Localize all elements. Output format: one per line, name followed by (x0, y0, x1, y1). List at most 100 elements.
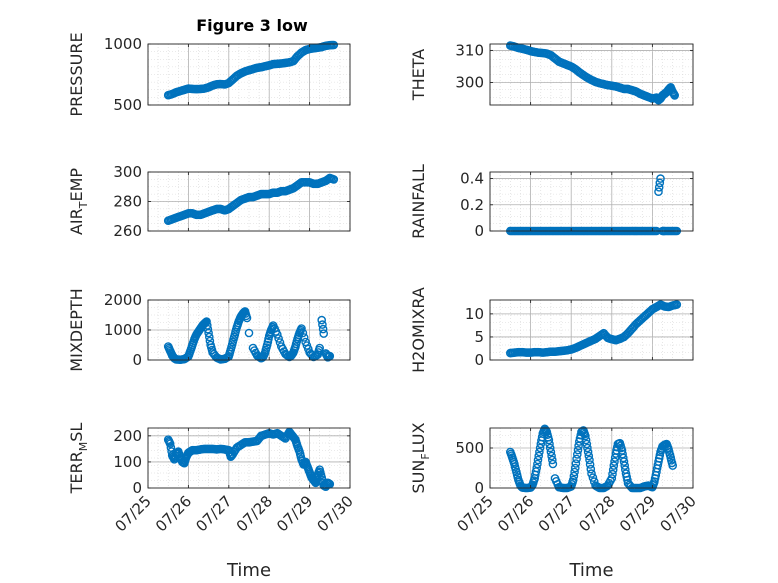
data-point-fill (547, 451, 556, 461)
data-point (585, 455, 594, 465)
data-point-fill (535, 447, 544, 457)
data-point-fill (573, 445, 583, 455)
y-tick-label: 200 (113, 427, 142, 445)
y-tick-label: 5 (474, 328, 484, 346)
data-point-fill (654, 454, 664, 463)
data-series (505, 41, 680, 105)
data-point-fill (545, 443, 555, 453)
data-point-fill (314, 345, 324, 355)
data-point-fill (318, 324, 328, 334)
data-point-fill (166, 443, 176, 452)
x-tick-label: 07/25 (454, 492, 497, 535)
y-axis-label: MIXDEPTH (67, 288, 86, 371)
data-point (244, 328, 254, 338)
data-point-fill (570, 467, 579, 477)
x-tick-label: 07/27 (535, 492, 578, 535)
subplot-1: 500 1000 PRESSURE (67, 32, 351, 117)
data-point-fill (582, 439, 592, 449)
y-tick-label: 0 (132, 479, 142, 497)
x-axis-label: Time (226, 560, 271, 581)
figure-title: Figure 3 low (196, 16, 308, 35)
data-point-fill (589, 477, 599, 486)
x-tick-label: 07/29 (616, 492, 659, 535)
subplot-6: 0 5 10 H2OMIXRA (409, 287, 694, 373)
y-tick-label: 280 (113, 193, 142, 211)
y-tick-label: 500 (113, 96, 142, 114)
y-tick-label: 300 (113, 163, 142, 181)
axes-frame (147, 427, 351, 489)
y-axis-label: TERRMSL (67, 423, 90, 495)
data-point-fill (322, 175, 332, 185)
data-point-fill (292, 439, 302, 449)
data-point (548, 459, 558, 469)
data-point-fill (328, 40, 337, 50)
data-point-fill (262, 343, 271, 352)
x-tick-label: 07/26 (152, 492, 195, 535)
data-point-fill (655, 178, 665, 188)
data-series (163, 173, 339, 225)
y-tick-label: 300 (455, 74, 484, 92)
data-point (546, 447, 556, 457)
data-point (654, 187, 663, 196)
data-point-fill (303, 344, 313, 354)
data-point-fill (588, 473, 598, 482)
data-point-fill (652, 464, 662, 473)
x-tick-label: 07/30 (657, 492, 700, 535)
subplot-2: 300 310 THETA (409, 41, 694, 106)
data-series (163, 40, 339, 100)
x-tick-label: 07/26 (494, 492, 537, 535)
axes-frame (489, 299, 694, 361)
data-series (505, 424, 678, 493)
data-point-fill (227, 340, 237, 349)
y-tick-label: 0 (474, 222, 484, 240)
x-tick-label: 07/27 (192, 492, 235, 535)
y-tick-label: 260 (113, 222, 142, 240)
x-tick-label: 07/28 (575, 492, 618, 535)
data-point (534, 451, 544, 461)
x-tick-label: 07/30 (314, 492, 357, 535)
data-series (163, 427, 335, 492)
axes-frame (489, 171, 694, 232)
data-point-fill (581, 435, 591, 445)
data-point-fill (274, 334, 283, 343)
y-tick-label: 0 (474, 479, 484, 497)
data-point-fill (318, 320, 327, 329)
axes-frame (489, 427, 694, 489)
axes-frame (489, 43, 694, 106)
x-tick-label: 07/25 (112, 492, 155, 535)
data-point-fill (608, 469, 617, 479)
y-tick-label: 100 (113, 453, 142, 471)
data-point-fill (608, 465, 618, 475)
axes-frame (147, 43, 351, 106)
data-point (609, 461, 619, 470)
data-point-fill (622, 472, 632, 482)
y-tick-label: 2000 (104, 291, 142, 309)
data-point-fill (298, 328, 308, 338)
data-point-fill (665, 450, 675, 460)
data-point-fill (537, 436, 546, 445)
data-point-fill (316, 470, 326, 480)
data-series (505, 300, 682, 358)
data-point-fill (614, 439, 624, 448)
data-point-fill (610, 457, 619, 466)
data-point-fill (586, 464, 596, 474)
data-point (571, 463, 580, 473)
data-point-fill (511, 464, 521, 474)
data-point-fill (571, 459, 581, 468)
data-point (573, 450, 582, 459)
data-point-fill (654, 182, 664, 192)
data-point-fill (568, 477, 577, 487)
data-point-fill (620, 461, 630, 470)
x-tick-label: 07/28 (233, 492, 276, 535)
subplot-4: 0 0.2 0.4 RAINFALL (409, 164, 694, 240)
subplot-3: 260 280 300 AIRTEMP (67, 163, 351, 240)
data-point (583, 443, 592, 453)
data-point-fill (204, 332, 214, 342)
data-point-fill (241, 311, 251, 321)
data-point-fill (545, 439, 554, 449)
data-point-fill (202, 321, 212, 330)
data-point-fill (584, 451, 594, 461)
